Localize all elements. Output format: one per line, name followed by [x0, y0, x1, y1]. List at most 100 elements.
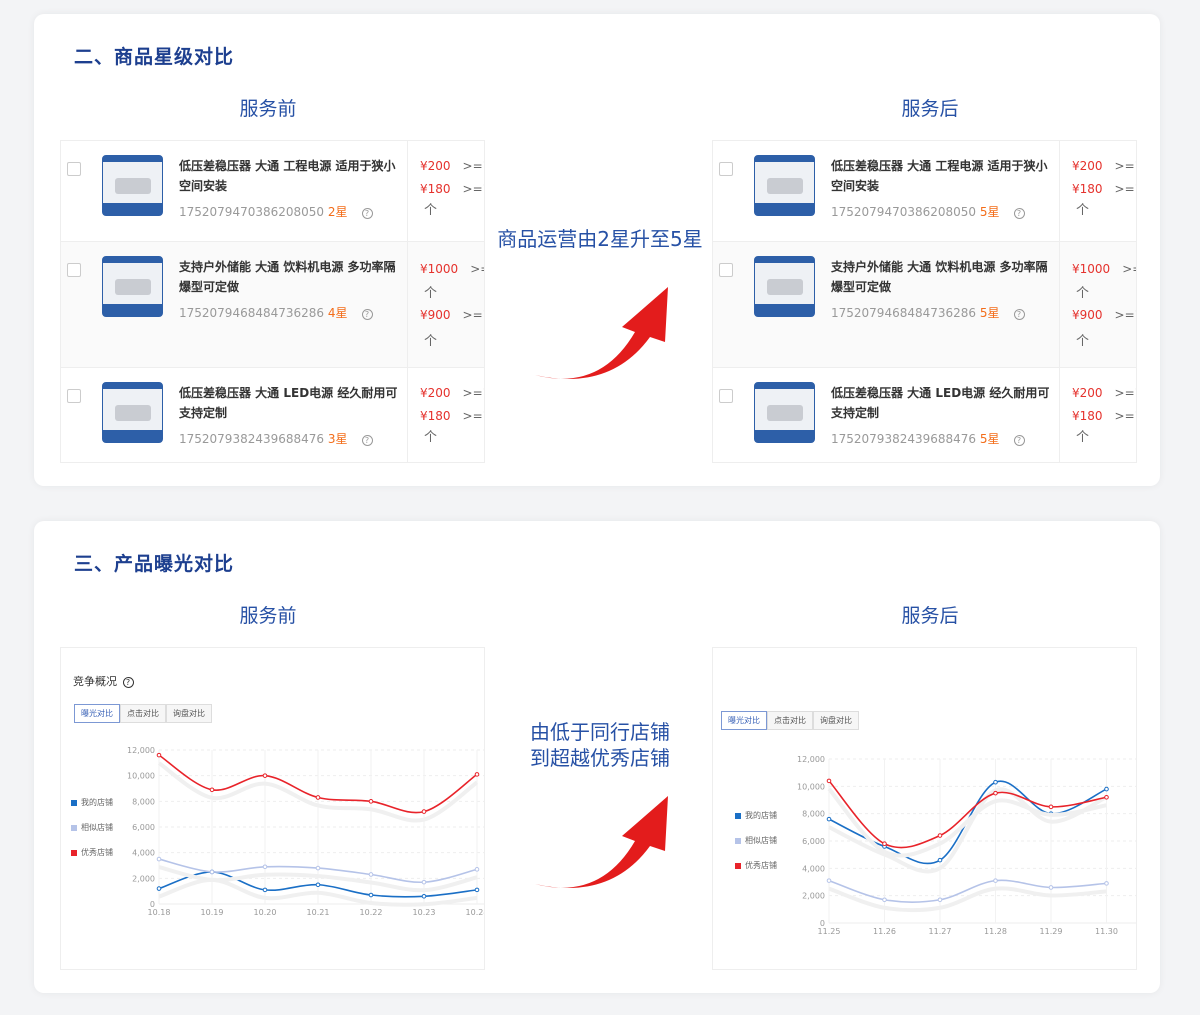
legend-excellent[interactable]: 优秀店铺 [71, 847, 113, 858]
y-tick-label: 8,000 [132, 797, 155, 806]
data-point [826, 816, 832, 822]
product-image[interactable] [754, 155, 815, 216]
price-tier: ¥200>=1 [420, 159, 484, 173]
data-point [474, 867, 480, 872]
data-point [262, 773, 268, 778]
product-title[interactable]: 支持户外储能 大通 饮料机电源 多功率隔爆型可定做 [831, 260, 1048, 294]
product-title[interactable]: 低压差稳压器 大通 LED电源 经久耐用可支持定制 [831, 386, 1050, 420]
data-point [937, 897, 943, 903]
section-title: 三、产品曝光对比 [74, 553, 235, 575]
arrow-up-icon[interactable]: 个 [1076, 203, 1090, 218]
x-tick-label: 10.19 [201, 908, 224, 917]
select-checkbox[interactable] [67, 389, 81, 403]
product-id: 1752079470386208050 2星? [179, 203, 373, 220]
legend-mine[interactable]: 我的店铺 [71, 797, 113, 808]
help-icon[interactable]: ? [122, 677, 134, 688]
product-row: 支持户外储能 大通 饮料机电源 多功率隔爆型可定做 17520794684847… [713, 242, 1136, 368]
tab-exposure[interactable]: 曝光对比 [721, 711, 767, 730]
x-tick-label: 10.24 [466, 908, 485, 917]
legend-mine[interactable]: 我的店铺 [735, 810, 777, 821]
x-tick-label: 11.27 [929, 927, 952, 936]
red-arrow-icon [535, 287, 668, 380]
y-tick-label: 2,000 [132, 874, 155, 883]
data-point [262, 864, 268, 870]
before-chart-panel: 竞争概况 ? 曝光对比 点击对比 询盘对比 我的店铺 相似店铺 优秀店铺 0 2,… [60, 647, 485, 970]
data-point [368, 799, 374, 804]
select-checkbox[interactable] [67, 162, 81, 176]
help-icon[interactable]: ? [361, 208, 373, 219]
series-shadow [157, 761, 479, 823]
price-column: ¥200>=1 ¥180>=10 个 [407, 368, 484, 462]
y-tick-label: 10,000 [127, 772, 155, 781]
arrow-up-icon[interactable]: 个 [1076, 334, 1090, 349]
arrow-up-icon[interactable]: 个 [424, 286, 438, 301]
tab-clicks[interactable]: 点击对比 [120, 704, 166, 723]
price-tier: ¥900>=10 [1072, 308, 1136, 322]
data-point [826, 878, 832, 883]
price-column: ¥200>=1 ¥180>=10 个 [1059, 141, 1136, 241]
series-shadow [827, 787, 1107, 858]
before-exposure-chart: 0 2,000 4,000 6,000 8,000 10,000 12,000 10.18 10… [127, 746, 485, 917]
x-tick-label: 11.26 [873, 927, 896, 936]
caption-line: 到超越优秀店铺 [530, 746, 670, 770]
x-tick-label: 10.21 [307, 908, 330, 917]
help-icon[interactable]: ? [1013, 435, 1025, 446]
select-checkbox[interactable] [719, 162, 733, 176]
select-checkbox[interactable] [719, 263, 733, 277]
product-image[interactable] [754, 382, 815, 443]
help-icon[interactable]: ? [1013, 309, 1025, 320]
product-image[interactable] [754, 256, 815, 317]
product-title[interactable]: 低压差稳压器 大通 工程电源 适用于狭小空间安装 [179, 159, 396, 193]
price-column: ¥1000>=1¥900>=10个个 [407, 242, 484, 367]
after-chart-panel: 曝光对比 点击对比 询盘对比 我的店铺 相似店铺 优秀店铺 0 2,000 4,00… [712, 647, 1137, 970]
legend-similar[interactable]: 相似店铺 [735, 835, 777, 846]
y-tick-label: 8,000 [802, 810, 825, 819]
arrow-up-icon[interactable]: 个 [1076, 286, 1090, 301]
price-tier: ¥180>=10 [1072, 409, 1136, 423]
data-point [315, 882, 321, 888]
data-point [1048, 804, 1054, 810]
arrow-up-icon[interactable]: 个 [424, 430, 438, 445]
tab-inquiries[interactable]: 询盘对比 [166, 704, 212, 723]
star-rating: 3星 [327, 432, 348, 446]
panel-title: 竞争概况 ? [73, 673, 134, 689]
product-title[interactable]: 支持户外储能 大通 饮料机电源 多功率隔爆型可定做 [179, 260, 396, 294]
legend-similar[interactable]: 相似店铺 [71, 822, 113, 833]
tab-inquiries[interactable]: 询盘对比 [813, 711, 859, 730]
legend-excellent[interactable]: 优秀店铺 [735, 860, 777, 871]
exposure-caption: 由低于同行店铺 到超越优秀店铺 [480, 719, 720, 771]
product-id: 1752079382439688476 3星? [179, 430, 373, 447]
series-shadow [158, 865, 478, 893]
arrow-up-icon[interactable]: 个 [424, 334, 438, 349]
y-tick-label: 12,000 [797, 755, 825, 764]
data-point [156, 886, 162, 891]
data-point [1104, 786, 1109, 792]
product-title[interactable]: 低压差稳压器 大通 LED电源 经久耐用可支持定制 [179, 386, 398, 420]
data-point [421, 809, 427, 814]
data-point [315, 865, 321, 871]
data-point [421, 894, 427, 899]
help-icon[interactable]: ? [1013, 208, 1025, 219]
series-line [828, 879, 1107, 903]
data-point [1104, 794, 1109, 800]
select-checkbox[interactable] [67, 263, 81, 277]
data-point [474, 887, 480, 893]
product-image[interactable] [102, 155, 163, 216]
product-image[interactable] [102, 382, 163, 443]
arrow-up-icon[interactable]: 个 [1076, 430, 1090, 445]
arrow-up-icon[interactable]: 个 [424, 203, 438, 218]
help-icon[interactable]: ? [361, 309, 373, 320]
product-image[interactable] [102, 256, 163, 317]
price-column: ¥200>=1 ¥180>=10 个 [1059, 368, 1136, 462]
tab-clicks[interactable]: 点击对比 [767, 711, 813, 730]
product-row: 低压差稳压器 大通 LED电源 经久耐用可支持定制 17520793824396… [61, 368, 484, 462]
product-title[interactable]: 低压差稳压器 大通 工程电源 适用于狭小空间安装 [831, 159, 1048, 193]
series-shadow [828, 886, 1107, 913]
tab-exposure[interactable]: 曝光对比 [74, 704, 120, 723]
price-tier: ¥200>=1 [1072, 159, 1136, 173]
product-row: 低压差稳压器 大通 工程电源 适用于狭小空间安装 175207947038620… [61, 141, 484, 242]
select-checkbox[interactable] [719, 389, 733, 403]
data-point [882, 841, 887, 847]
x-tick-label: 11.25 [818, 927, 841, 936]
help-icon[interactable]: ? [361, 435, 373, 446]
